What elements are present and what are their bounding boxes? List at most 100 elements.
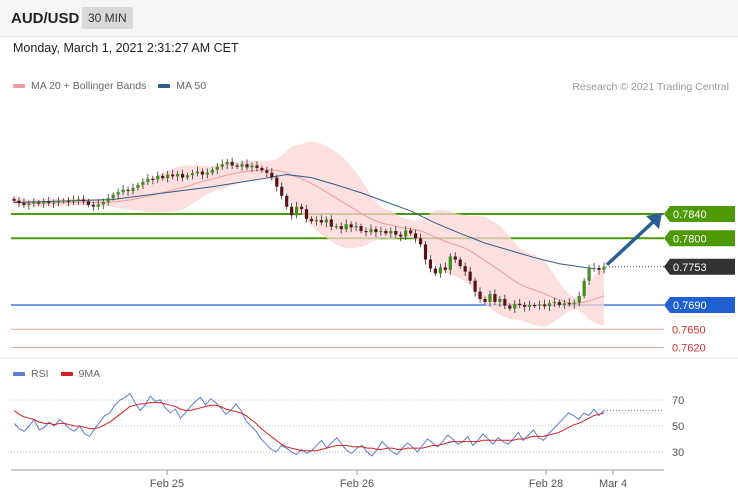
candle-body bbox=[156, 175, 160, 180]
candle-body bbox=[458, 259, 462, 267]
candle-body bbox=[508, 305, 512, 309]
rsi-line bbox=[13, 392, 605, 457]
candle-body bbox=[27, 203, 31, 205]
candle-body bbox=[404, 230, 408, 237]
candle-body bbox=[295, 206, 299, 216]
level-label: 0.7840 bbox=[673, 209, 707, 221]
candle-body bbox=[131, 187, 135, 191]
level-tag bbox=[664, 258, 735, 275]
candle-body bbox=[96, 204, 100, 207]
candle-body bbox=[66, 200, 71, 202]
candle-body bbox=[151, 178, 155, 181]
candle-body bbox=[319, 220, 323, 223]
candle-body bbox=[200, 171, 205, 175]
candle-body bbox=[498, 298, 502, 302]
candle-body bbox=[493, 294, 497, 302]
candle-body bbox=[577, 295, 581, 303]
candle-body bbox=[552, 301, 557, 304]
candle-body bbox=[448, 256, 452, 270]
copyright-text: Research © 2021 Trading Central bbox=[572, 81, 729, 93]
candle-body bbox=[180, 173, 185, 178]
candle-body bbox=[349, 224, 353, 228]
ma50-legend-label: MA 50 bbox=[176, 80, 207, 92]
candle-body bbox=[572, 302, 576, 304]
candle-body bbox=[374, 229, 378, 233]
rsi-tick-label: 50 bbox=[672, 421, 684, 433]
candle-body bbox=[394, 230, 398, 235]
candle-body bbox=[47, 201, 51, 204]
ma9-legend-swatch bbox=[60, 372, 73, 376]
candle-body bbox=[418, 238, 423, 245]
timeframe-badge[interactable]: 30 MIN bbox=[82, 7, 133, 29]
level-label: 0.7690 bbox=[673, 300, 707, 312]
candle-body bbox=[57, 201, 61, 203]
candle-body bbox=[195, 171, 200, 174]
ma50-legend-swatch bbox=[158, 84, 171, 88]
level-label: 0.7753 bbox=[673, 262, 707, 274]
candle-body bbox=[433, 268, 438, 274]
candle-body bbox=[339, 226, 343, 230]
candle-body bbox=[557, 301, 561, 305]
candle-body bbox=[71, 200, 76, 202]
candles bbox=[12, 157, 606, 313]
candle-body bbox=[423, 244, 428, 260]
candle-body bbox=[532, 305, 537, 307]
main-legend: MA 20 + Bollinger Bands MA 50 bbox=[13, 80, 206, 92]
candle-body bbox=[359, 226, 363, 231]
candle-body bbox=[126, 189, 130, 191]
candle-body bbox=[438, 267, 442, 274]
candle-body bbox=[106, 198, 110, 202]
x-tick-label: Feb 28 bbox=[529, 478, 563, 490]
candle-body bbox=[161, 175, 165, 179]
candle-body bbox=[344, 224, 348, 230]
candle-body bbox=[250, 165, 254, 168]
candle-body bbox=[389, 230, 393, 234]
candle-body bbox=[473, 280, 477, 292]
candle-body bbox=[537, 304, 542, 306]
header-bar: AUD/USD 30 MIN bbox=[0, 0, 738, 37]
x-tick-label: Feb 25 bbox=[150, 478, 184, 490]
candle-body bbox=[42, 201, 46, 204]
candle-body bbox=[547, 303, 552, 307]
candle-body bbox=[111, 194, 115, 199]
candle-body bbox=[523, 305, 527, 307]
candle-body bbox=[567, 303, 571, 305]
candle-body bbox=[354, 226, 358, 228]
candle-body bbox=[215, 166, 219, 170]
forecast-arrowhead bbox=[646, 213, 662, 229]
candle-body bbox=[230, 161, 234, 166]
candle-body bbox=[562, 303, 566, 305]
rsi-legend-label: RSI bbox=[31, 368, 49, 380]
candle-body bbox=[334, 226, 338, 228]
candle-body bbox=[299, 206, 304, 210]
rsi-tick-label: 30 bbox=[672, 447, 684, 459]
candle-body bbox=[290, 206, 294, 216]
candle-body bbox=[136, 184, 140, 188]
candle-body bbox=[304, 209, 309, 219]
candle-body bbox=[518, 303, 522, 305]
candle-body bbox=[528, 305, 532, 307]
ma50-line bbox=[13, 174, 595, 270]
chart-datetime: Monday, March 1, 2021 2:31:27 AM CET bbox=[13, 41, 239, 55]
candle-body bbox=[255, 165, 259, 168]
candle-body bbox=[116, 192, 120, 195]
candle-body bbox=[587, 268, 591, 281]
ma20-legend-swatch bbox=[13, 84, 25, 88]
candle-body bbox=[205, 172, 209, 175]
candle-body bbox=[22, 203, 26, 205]
candle-body bbox=[240, 164, 244, 167]
candle-body bbox=[488, 294, 492, 302]
candle-body bbox=[141, 181, 145, 185]
candle-body bbox=[463, 266, 467, 272]
candle-body bbox=[265, 170, 269, 173]
x-tick-label: Feb 26 bbox=[340, 478, 374, 490]
candle-body bbox=[324, 219, 328, 223]
candle-body bbox=[86, 201, 90, 205]
candle-body bbox=[76, 199, 81, 201]
candle-body bbox=[582, 280, 586, 296]
level-label: 0.7650 bbox=[672, 324, 706, 336]
ma20-line bbox=[13, 169, 605, 304]
candle-body bbox=[478, 291, 482, 299]
candle-body bbox=[91, 204, 95, 207]
